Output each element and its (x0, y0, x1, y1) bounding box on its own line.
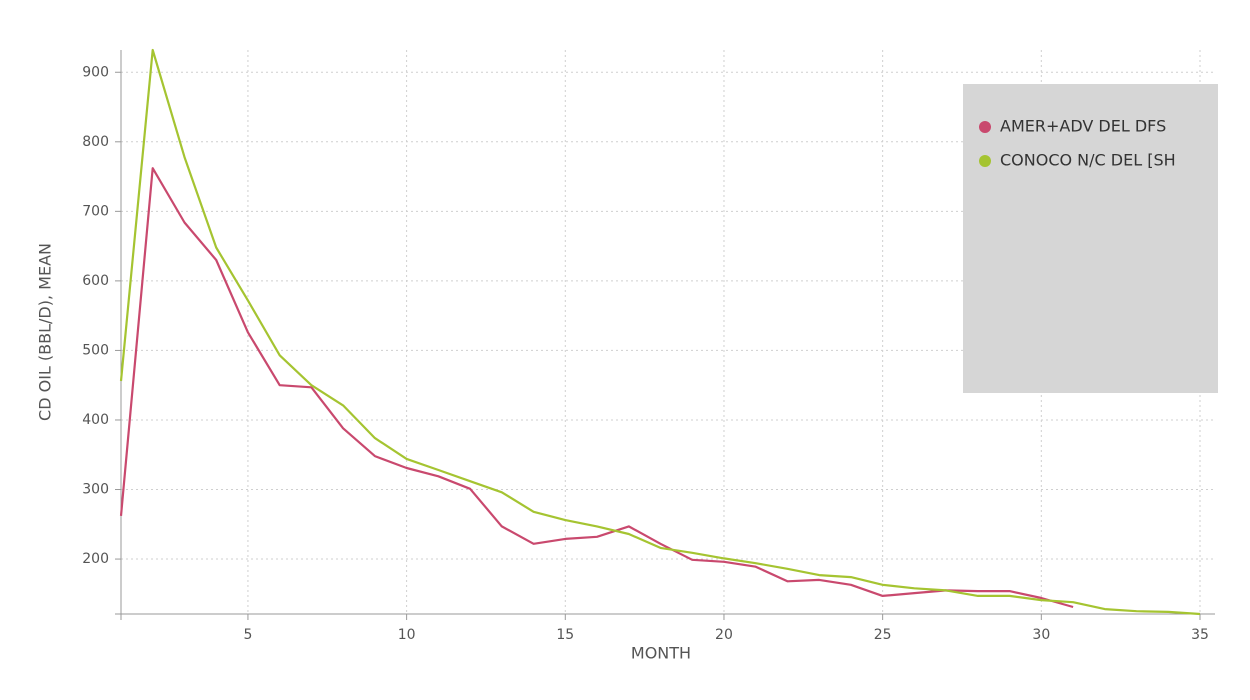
legend-marker (979, 155, 991, 167)
y-tick-label: 300 (82, 482, 109, 498)
x-tick-label: 25 (874, 627, 892, 643)
legend: AMER+ADV DEL DFS CONOCO N/C DEL [SH (979, 117, 1176, 170)
y-tick-label: 400 (82, 412, 109, 428)
y-tick-label: 900 (82, 64, 109, 80)
y-tick-label: 700 (82, 203, 109, 219)
y-tick-label: 800 (82, 134, 109, 150)
legend-label: CONOCO N/C DEL [SH (1000, 151, 1176, 170)
x-tick-label: 10 (398, 627, 416, 643)
x-tick-label: 5 (243, 627, 252, 643)
y-tick-label: 200 (82, 551, 109, 567)
legend-marker (979, 121, 991, 133)
x-axis-label: MONTH (631, 644, 691, 663)
legend-box (963, 84, 1218, 393)
y-tick-label: 500 (82, 342, 109, 358)
data-line (119, 167, 1074, 609)
x-tick-label: 20 (715, 627, 733, 643)
y-tick-label: 600 (82, 273, 109, 289)
x-tick-label: 15 (556, 627, 574, 643)
x-tick-label: 30 (1032, 627, 1050, 643)
legend-label: AMER+ADV DEL DFS (1000, 117, 1166, 136)
y-axis-label: CD OIL (BBL/D), MEAN (36, 243, 55, 421)
data-line (119, 48, 1201, 616)
x-tick-label: 35 (1191, 627, 1209, 643)
